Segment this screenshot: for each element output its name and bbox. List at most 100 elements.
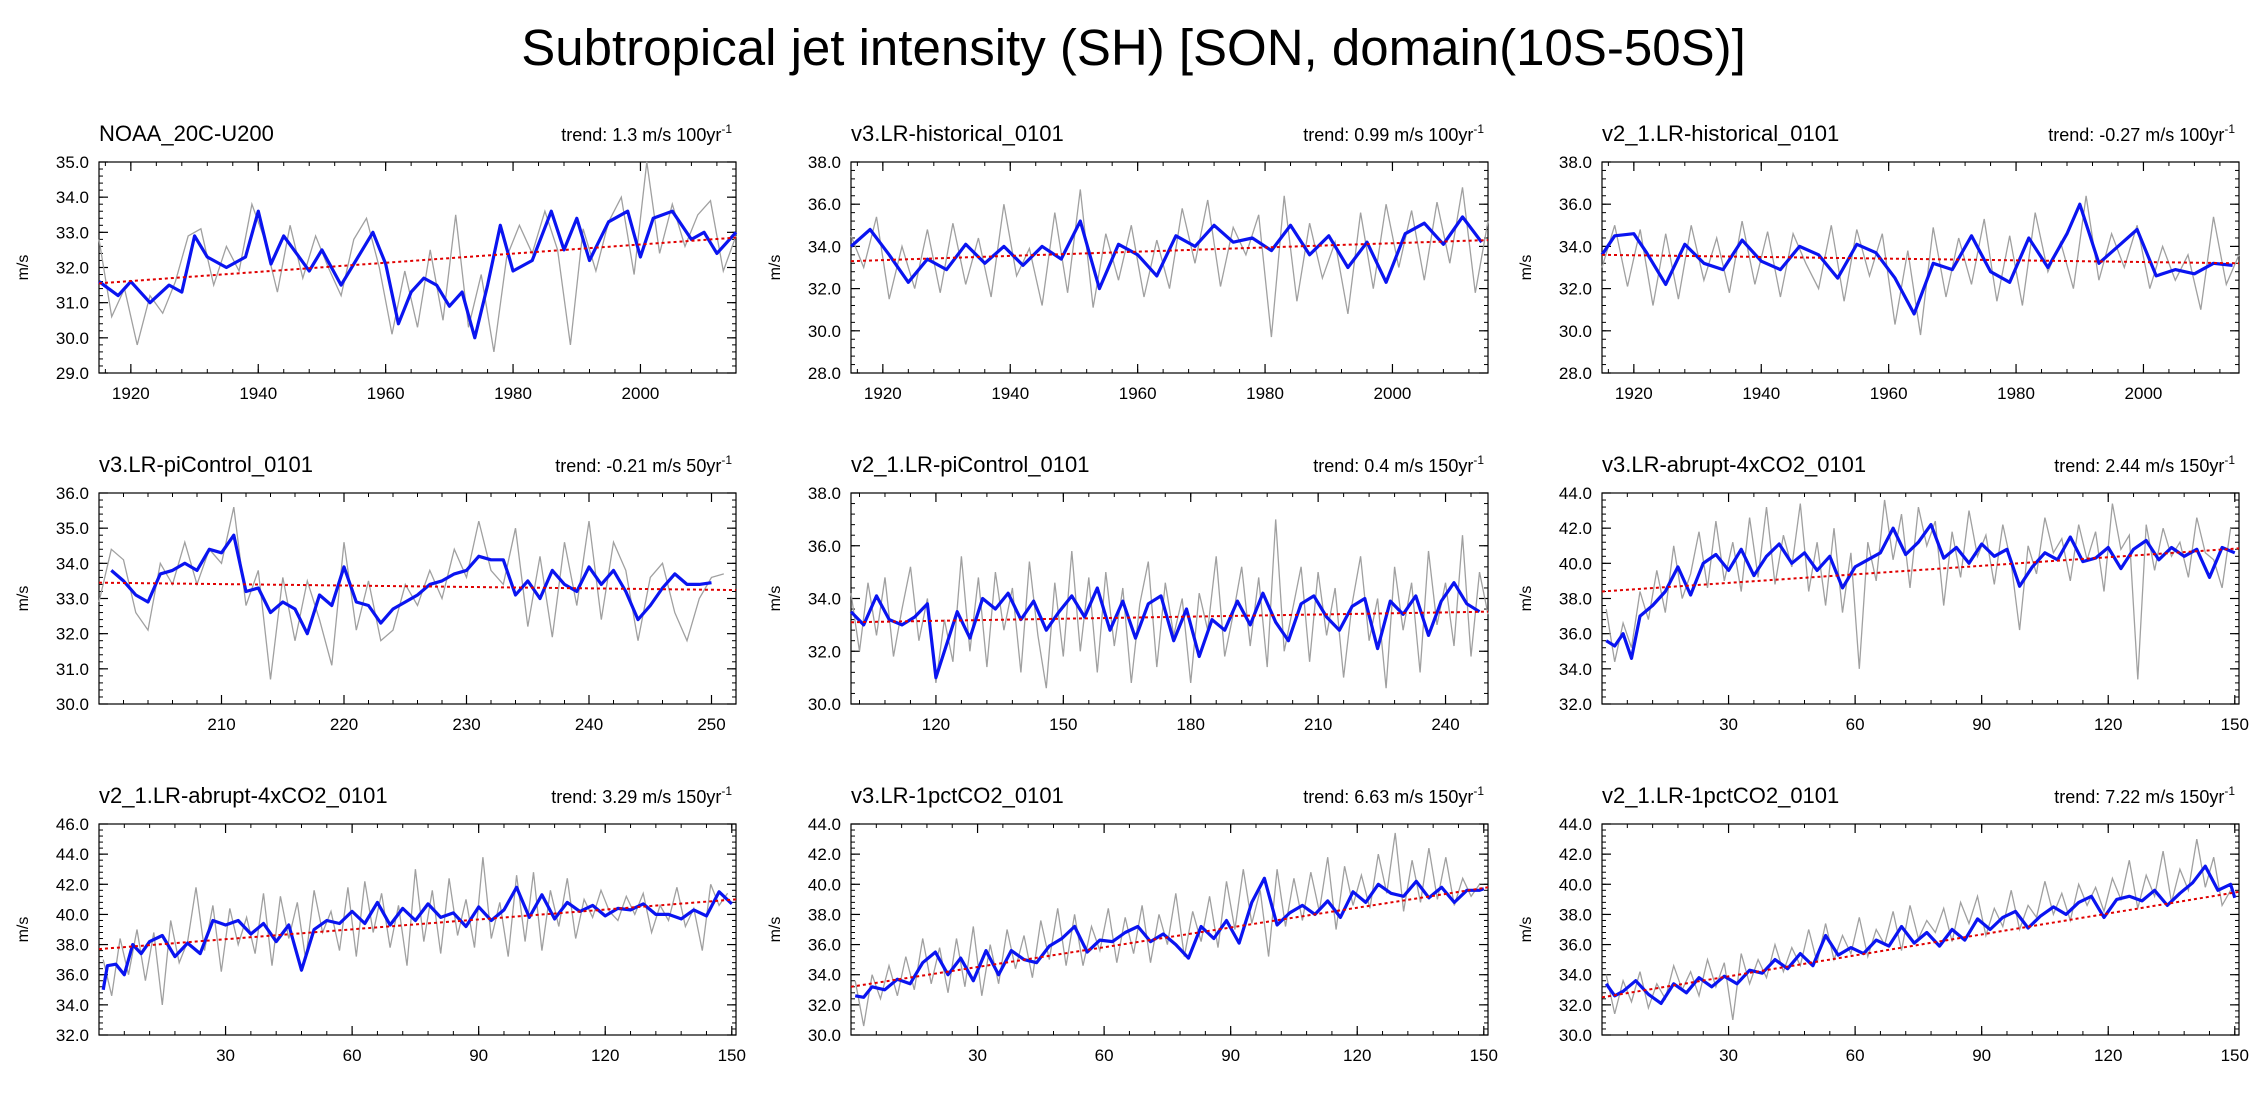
y-tick-label: 38.0 <box>808 905 841 924</box>
trend-label: trend: 6.63 m/s 150yr-1 <box>1303 784 1484 807</box>
smoothed-series-line <box>1605 522 2236 660</box>
trend-label: trend: 2.44 m/s 150yr-1 <box>2054 453 2235 476</box>
x-tick-label: 1960 <box>1119 384 1157 403</box>
x-tick-label: 120 <box>922 715 950 734</box>
trend-line <box>850 886 1489 988</box>
panel: v2_1.LR-piControl_0101 trend: 0.4 m/s 150… <box>767 452 1489 734</box>
y-tick-label: 30.0 <box>808 695 841 714</box>
panel-title: v2_1.LR-abrupt-4xCO2_0101 <box>99 783 388 808</box>
x-tick-label: 240 <box>1431 715 1459 734</box>
y-tick-label: 38.0 <box>1559 905 1592 924</box>
y-tick-label: 33.0 <box>56 223 89 242</box>
annual-series-line <box>98 506 724 680</box>
x-tick-label: 60 <box>1846 715 1865 734</box>
y-axis-label: m/s <box>1518 917 1535 943</box>
x-tick-label: 90 <box>1972 1046 1991 1065</box>
smoothed-series-line <box>1600 202 2233 316</box>
x-tick-label: 30 <box>1719 715 1738 734</box>
y-tick-label: 40.0 <box>1559 554 1592 573</box>
y-tick-label: 32.0 <box>808 642 841 661</box>
y-tick-label: 36.0 <box>56 484 89 503</box>
x-tick-label: 1920 <box>112 384 150 403</box>
x-tick-label: 30 <box>216 1046 235 1065</box>
trend-label: trend: -0.27 m/s 100yr-1 <box>2048 122 2235 145</box>
y-tick-label: 40.0 <box>808 875 841 894</box>
smoothed-series-line <box>110 533 712 636</box>
trend-label: trend: -0.21 m/s 50yr-1 <box>555 453 732 476</box>
y-tick-label: 42.0 <box>808 845 841 864</box>
y-tick-label: 32.0 <box>808 996 841 1015</box>
trend-line <box>850 610 1489 624</box>
panel-title: v3.LR-1pctCO2_0101 <box>851 783 1064 808</box>
y-tick-label: 28.0 <box>808 364 841 383</box>
x-tick-label: 60 <box>1846 1046 1865 1065</box>
x-tick-label: 120 <box>1343 1046 1371 1065</box>
y-tick-label: 31.0 <box>56 294 89 313</box>
x-tick-label: 1920 <box>864 384 902 403</box>
y-tick-label: 34.0 <box>808 237 841 256</box>
plot-frame <box>1601 823 2240 1036</box>
panel: v3.LR-1pctCO2_0101 trend: 6.63 m/s 150yr-… <box>767 783 1498 1065</box>
x-tick-label: 210 <box>1304 715 1332 734</box>
y-tick-label: 32.0 <box>56 1026 89 1045</box>
y-axis-label: m/s <box>767 917 784 943</box>
x-tick-label: 230 <box>452 715 480 734</box>
y-tick-label: 30.0 <box>56 329 89 348</box>
x-tick-label: 30 <box>968 1046 987 1065</box>
x-tick-label: 90 <box>469 1046 488 1065</box>
x-tick-label: 60 <box>1095 1046 1114 1065</box>
x-tick-label: 120 <box>591 1046 619 1065</box>
y-tick-label: 34.0 <box>56 554 89 573</box>
y-tick-label: 38.0 <box>1559 153 1592 172</box>
plot-frame <box>98 161 737 374</box>
x-tick-label: 60 <box>343 1046 362 1065</box>
trend-line <box>1601 547 2240 593</box>
trend-line <box>850 239 1489 263</box>
plot-frame <box>1601 492 2240 705</box>
y-tick-label: 32.0 <box>56 625 89 644</box>
y-tick-label: 34.0 <box>56 996 89 1015</box>
x-tick-label: 1940 <box>239 384 277 403</box>
trend-label: trend: 1.3 m/s 100yr-1 <box>561 122 732 145</box>
y-tick-label: 32.0 <box>1559 996 1592 1015</box>
x-tick-label: 150 <box>2221 715 2249 734</box>
y-tick-label: 40.0 <box>1559 875 1592 894</box>
y-tick-label: 42.0 <box>1559 845 1592 864</box>
x-tick-label: 30 <box>1719 1046 1738 1065</box>
y-tick-label: 34.0 <box>808 966 841 985</box>
x-tick-label: 150 <box>1049 715 1077 734</box>
trend-label: trend: 0.4 m/s 150yr-1 <box>1313 453 1484 476</box>
y-tick-label: 35.0 <box>56 519 89 538</box>
x-tick-label: 240 <box>575 715 603 734</box>
y-tick-label: 36.0 <box>1559 625 1592 644</box>
y-axis-label: m/s <box>1518 255 1535 281</box>
trend-line <box>98 581 737 592</box>
y-tick-label: 38.0 <box>808 484 841 503</box>
y-tick-label: 44.0 <box>1559 484 1592 503</box>
panel-title: v2_1.LR-1pctCO2_0101 <box>1602 783 1839 808</box>
y-tick-label: 30.0 <box>1559 1026 1592 1045</box>
y-tick-label: 32.0 <box>1559 695 1592 714</box>
y-tick-label: 32.0 <box>1559 280 1592 299</box>
x-tick-label: 2000 <box>1374 384 1412 403</box>
y-tick-label: 38.0 <box>1559 590 1592 609</box>
x-tick-label: 1960 <box>1870 384 1908 403</box>
annual-series-line <box>1601 195 2240 336</box>
y-tick-label: 35.0 <box>56 153 89 172</box>
x-tick-label: 90 <box>1972 715 1991 734</box>
x-tick-label: 220 <box>330 715 358 734</box>
annual-series-line <box>850 519 1489 689</box>
x-tick-label: 1980 <box>1997 384 2035 403</box>
y-tick-label: 36.0 <box>808 936 841 955</box>
plot-frame <box>98 492 737 705</box>
panel-title: v3.LR-historical_0101 <box>851 121 1064 146</box>
x-tick-label: 1920 <box>1615 384 1653 403</box>
x-tick-label: 2000 <box>2125 384 2163 403</box>
y-tick-label: 36.0 <box>1559 195 1592 214</box>
y-tick-label: 34.0 <box>1559 237 1592 256</box>
annual-series-line <box>1605 838 2232 1020</box>
panel: v2_1.LR-1pctCO2_0101 trend: 7.22 m/s 150y… <box>1518 783 2249 1065</box>
y-tick-label: 44.0 <box>1559 815 1592 834</box>
y-axis-label: m/s <box>767 586 784 612</box>
